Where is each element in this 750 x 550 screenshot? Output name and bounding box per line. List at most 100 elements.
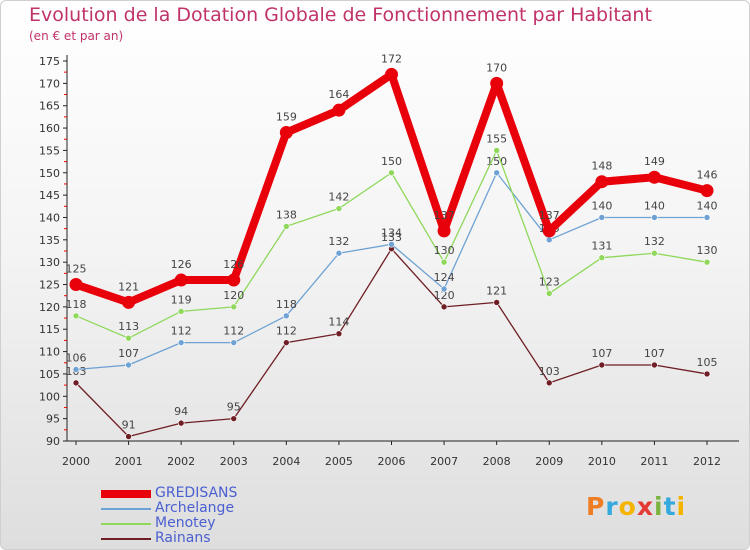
data-point-menotey [230,303,238,311]
y-tick-label: 105 [39,368,60,381]
y-tick-label: 160 [39,122,60,135]
data-label-rainans: 107 [591,347,612,360]
legend-label: Menotey [155,515,216,531]
data-point-menotey [283,223,290,230]
legend-item-rainans: Rainans [101,530,321,547]
data-point-menotey [125,334,132,342]
legend-item-archelange: Archelange [101,500,321,517]
data-point-archelange [440,285,448,293]
legend-item-gredisans: GREDISANS [101,485,321,502]
y-tick-label: 150 [39,167,60,180]
data-point-menotey [72,312,80,320]
logo-letter: i [654,492,664,521]
data-label-menotey: 142 [328,191,349,204]
y-tick-label: 145 [39,189,60,202]
logo-letter: P [586,492,606,521]
legend-item-menotey: Menotey [101,515,321,532]
data-point-rainans [335,330,343,338]
data-label-rainans: 121 [486,284,507,297]
data-point-rainans [230,415,238,422]
data-label-rainans: 120 [434,289,455,302]
data-label-menotey: 119 [171,293,192,306]
x-tick-label: 2006 [378,455,406,468]
y-tick-label: 125 [39,279,60,292]
data-label-rainans: 103 [539,365,560,378]
data-label-gredisans: 137 [434,209,455,222]
data-label-gredisans: 121 [118,280,139,293]
y-tick-label: 140 [39,211,60,224]
data-label-menotey: 138 [276,208,297,221]
x-tick-label: 2000 [62,455,90,468]
chart-title: Evolution de la Dotation Globale de Fonc… [29,4,652,26]
x-tick-label: 2005 [325,455,353,468]
data-label-menotey: 118 [66,298,87,311]
data-point-gredisans [700,184,714,198]
data-point-menotey [598,254,606,262]
y-tick-label: 155 [39,144,60,157]
data-point-menotey [335,205,343,212]
data-point-gredisans [227,273,241,287]
logo-letter: i [676,492,687,521]
data-point-archelange [72,366,80,373]
series-line-archelange [75,172,708,371]
legend-label: Rainans [155,530,211,546]
data-point-gredisans [279,126,293,140]
data-point-gredisans [332,103,346,117]
data-label-gredisans: 170 [486,61,507,74]
data-label-menotey: 150 [381,155,402,168]
data-point-archelange [545,236,553,244]
data-point-menotey [651,249,658,257]
data-label-gredisans: 148 [591,160,612,173]
data-point-archelange [125,361,132,369]
data-label-rainans: 91 [122,419,136,432]
x-tick-label: 2010 [588,455,616,468]
logo-letter: x [636,492,654,521]
data-point-gredisans [490,76,504,90]
data-label-gredisans: 137 [539,209,560,222]
y-tick-label: 165 [39,100,60,113]
y-tick-label: 135 [39,234,60,247]
y-tick-label: 130 [39,256,60,269]
legend-swatch [101,523,151,525]
data-label-archelange: 140 [591,199,612,212]
y-tick-label: 110 [39,346,60,359]
x-tick-label: 2001 [115,455,143,468]
legend-label: Archelange [155,500,235,516]
x-tick-label: 2011 [640,455,668,468]
data-point-archelange [177,339,185,346]
data-label-menotey: 155 [486,132,507,145]
data-point-rainans [125,433,132,440]
data-label-gredisans: 172 [381,52,402,65]
logo-letter: o [618,492,637,521]
y-tick-label: 170 [39,77,60,90]
data-point-archelange [335,249,343,257]
data-point-menotey [177,308,185,315]
data-point-archelange [598,214,606,221]
data-point-archelange [388,240,395,248]
legend-label: GREDISANS [155,485,238,501]
data-point-gredisans [69,278,83,292]
data-point-archelange [493,169,500,177]
y-tick-label: 115 [39,323,60,336]
data-label-rainans: 105 [697,356,718,369]
data-label-archelange: 112 [223,325,244,338]
data-point-gredisans [542,224,556,238]
data-label-archelange: 140 [697,199,718,212]
data-label-archelange: 106 [66,351,87,364]
chart-subtitle: (en € et par an) [29,29,124,43]
data-point-archelange [651,214,658,221]
legend: GREDISANS Archelange Menotey Rainans [101,485,321,547]
data-label-archelange: 132 [328,235,349,248]
x-tick-label: 2008 [483,455,511,468]
data-label-gredisans: 149 [644,155,665,168]
x-tick-label: 2004 [272,455,300,468]
data-point-rainans [440,303,448,311]
x-tick-label: 2007 [430,455,458,468]
data-label-archelange: 140 [644,199,665,212]
data-point-menotey [703,258,711,266]
data-point-gredisans [437,224,451,238]
data-label-rainans: 94 [174,405,188,418]
data-label-archelange: 124 [434,271,455,284]
y-tick-label: 90 [46,435,60,448]
